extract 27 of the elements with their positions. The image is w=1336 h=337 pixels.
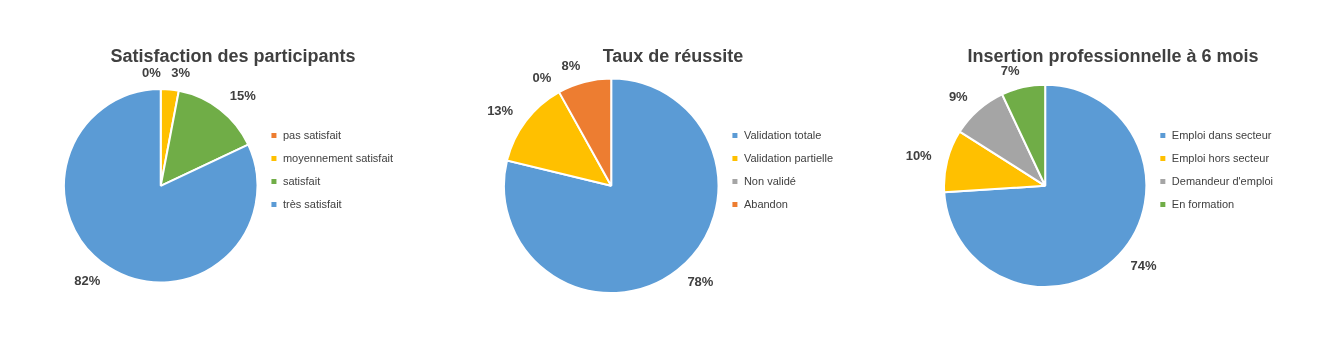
data-label: 78% <box>687 274 714 290</box>
data-label: 7% <box>1000 63 1021 79</box>
data-label: 13% <box>487 102 514 118</box>
data-label: 10% <box>905 148 933 164</box>
legend-label: très satisfait <box>282 197 342 210</box>
legend-label: satisfait <box>282 174 321 187</box>
legend-label: Non validé <box>743 174 796 187</box>
legend-label: En formation <box>1171 197 1235 210</box>
chart-title: Insertion professionnelle à 6 mois <box>967 45 1259 66</box>
legend-label: Validation totale <box>743 128 822 141</box>
data-label: 8% <box>561 58 581 74</box>
data-label: 74% <box>1130 257 1158 273</box>
data-label: 82% <box>74 272 101 288</box>
legend-label: Demandeur d'emploi <box>1171 174 1273 187</box>
legend-label: Validation partielle <box>743 151 833 164</box>
text: 0% <box>532 69 552 85</box>
data-label: 9% <box>948 89 969 105</box>
data-label: 15% <box>229 88 257 104</box>
legend-label: Abandon <box>743 197 788 210</box>
legend-label: Emploi hors secteur <box>1171 151 1270 164</box>
legend-label: Emploi dans secteur <box>1171 128 1272 141</box>
legend-label: moyennement satisfait <box>282 151 394 164</box>
text: 0% <box>141 64 161 80</box>
data-label: 3% <box>171 65 191 81</box>
legend-label: pas satisfait <box>282 128 342 141</box>
chart-title: Satisfaction des participants <box>110 45 356 66</box>
chart-title: Taux de réussite <box>602 45 744 66</box>
